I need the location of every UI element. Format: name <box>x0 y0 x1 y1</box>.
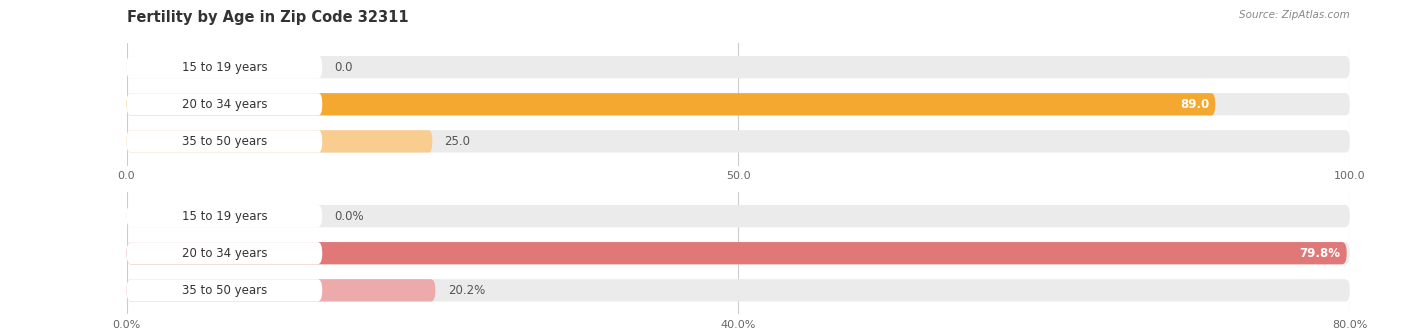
FancyBboxPatch shape <box>127 279 1350 302</box>
FancyBboxPatch shape <box>127 279 436 302</box>
FancyBboxPatch shape <box>127 205 1350 227</box>
Text: Fertility by Age in Zip Code 32311: Fertility by Age in Zip Code 32311 <box>127 10 408 25</box>
FancyBboxPatch shape <box>127 56 322 78</box>
Text: 0.0: 0.0 <box>335 61 353 74</box>
FancyBboxPatch shape <box>127 130 433 153</box>
Text: 15 to 19 years: 15 to 19 years <box>181 61 267 74</box>
FancyBboxPatch shape <box>127 93 1215 116</box>
Text: 20.2%: 20.2% <box>447 284 485 297</box>
Text: 0.0%: 0.0% <box>335 210 364 223</box>
FancyBboxPatch shape <box>127 130 322 153</box>
FancyBboxPatch shape <box>127 130 1350 153</box>
Text: 79.8%: 79.8% <box>1299 247 1340 260</box>
Text: 89.0: 89.0 <box>1180 98 1209 111</box>
Text: 20 to 34 years: 20 to 34 years <box>181 98 267 111</box>
FancyBboxPatch shape <box>127 279 322 302</box>
Text: 25.0: 25.0 <box>444 135 471 148</box>
FancyBboxPatch shape <box>127 242 1347 264</box>
FancyBboxPatch shape <box>127 242 322 264</box>
FancyBboxPatch shape <box>127 56 1350 78</box>
Text: Source: ZipAtlas.com: Source: ZipAtlas.com <box>1239 10 1350 20</box>
FancyBboxPatch shape <box>127 93 1350 116</box>
Text: 35 to 50 years: 35 to 50 years <box>181 135 267 148</box>
FancyBboxPatch shape <box>127 205 322 227</box>
Text: 20 to 34 years: 20 to 34 years <box>181 247 267 260</box>
FancyBboxPatch shape <box>127 93 322 116</box>
FancyBboxPatch shape <box>127 242 1350 264</box>
Text: 15 to 19 years: 15 to 19 years <box>181 210 267 223</box>
Text: 35 to 50 years: 35 to 50 years <box>181 284 267 297</box>
